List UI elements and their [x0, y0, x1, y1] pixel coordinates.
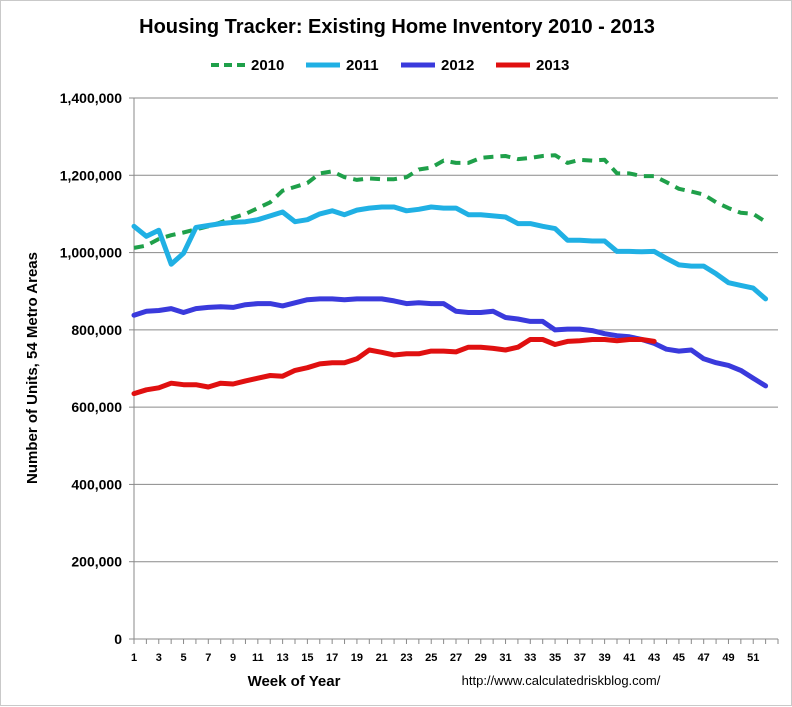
x-tick-label: 13 — [276, 652, 288, 664]
series-line-2013 — [131, 337, 657, 397]
x-tick-label: 27 — [450, 652, 462, 664]
legend-label: 2012 — [441, 57, 474, 74]
series-line-2011 — [131, 204, 769, 302]
x-tick-label: 45 — [673, 652, 685, 664]
y-tick-label: 800,000 — [71, 322, 122, 338]
x-tick-label: 35 — [549, 652, 561, 664]
x-tick-label: 17 — [326, 652, 338, 664]
x-tick-label: 11 — [252, 652, 264, 664]
x-tick-label: 3 — [156, 652, 162, 664]
chart-title: Housing Tracker: Existing Home Inventory… — [139, 16, 655, 38]
y-tick-label: 200,000 — [71, 554, 122, 570]
legend-label: 2011 — [346, 57, 379, 74]
x-tick-label: 1 — [131, 652, 137, 664]
y-tick-label: 400,000 — [71, 476, 122, 492]
legend-label: 2010 — [251, 57, 284, 74]
x-tick-label: 15 — [301, 652, 313, 664]
x-tick-label: 43 — [648, 652, 660, 664]
legend-item-2011: 2011 — [306, 57, 379, 74]
x-tick-label: 7 — [205, 652, 211, 664]
x-axis-ticks: 1 3 5 7 9 11 13 15 17 19 21 23 25 27 29 31 33 35 37 39 41 43 4… — [131, 639, 779, 664]
source-url: http://www.calculatedriskblog.com/ — [462, 673, 661, 688]
x-tick-label: 49 — [722, 652, 734, 664]
legend: 2010 2011 2012 2013 — [211, 57, 569, 74]
gridlines — [134, 97, 778, 563]
y-tick-label: 0 — [114, 631, 122, 647]
x-tick-label: 39 — [598, 652, 610, 664]
series-line-2010 — [133, 153, 767, 250]
y-tick-label: 600,000 — [71, 399, 122, 415]
y-axis-label: Number of Units, 54 Metro Areas — [24, 252, 41, 484]
legend-item-2012: 2012 — [401, 57, 474, 74]
x-tick-label: 19 — [351, 652, 363, 664]
y-tick-label: 1,200,000 — [60, 167, 122, 183]
x-axis-label: Week of Year — [248, 673, 341, 690]
series-line-2012 — [131, 296, 769, 389]
x-tick-label: 29 — [475, 652, 487, 664]
x-tick-label: 51 — [747, 652, 759, 664]
legend-item-2013: 2013 — [496, 57, 569, 74]
series-lines — [131, 153, 769, 397]
x-tick-label: 31 — [499, 652, 511, 664]
x-tick-label: 41 — [623, 652, 635, 664]
y-tick-label: 1,000,000 — [60, 245, 122, 261]
x-tick-label: 47 — [698, 652, 710, 664]
x-tick-label: 21 — [376, 652, 388, 664]
y-axis-ticks: 0 200,000 400,000 600,000 800,000 1,000,000 1,… — [60, 90, 134, 647]
axes — [133, 98, 778, 640]
x-tick-label: 9 — [230, 652, 236, 664]
x-tick-label: 37 — [574, 652, 586, 664]
legend-label: 2013 — [536, 57, 569, 74]
y-tick-label: 1,400,000 — [60, 90, 122, 106]
x-tick-label: 25 — [425, 652, 437, 664]
x-tick-label: 23 — [400, 652, 412, 664]
legend-item-2010: 2010 — [211, 57, 284, 74]
x-tick-label: 5 — [180, 652, 186, 664]
x-tick-label: 33 — [524, 652, 536, 664]
